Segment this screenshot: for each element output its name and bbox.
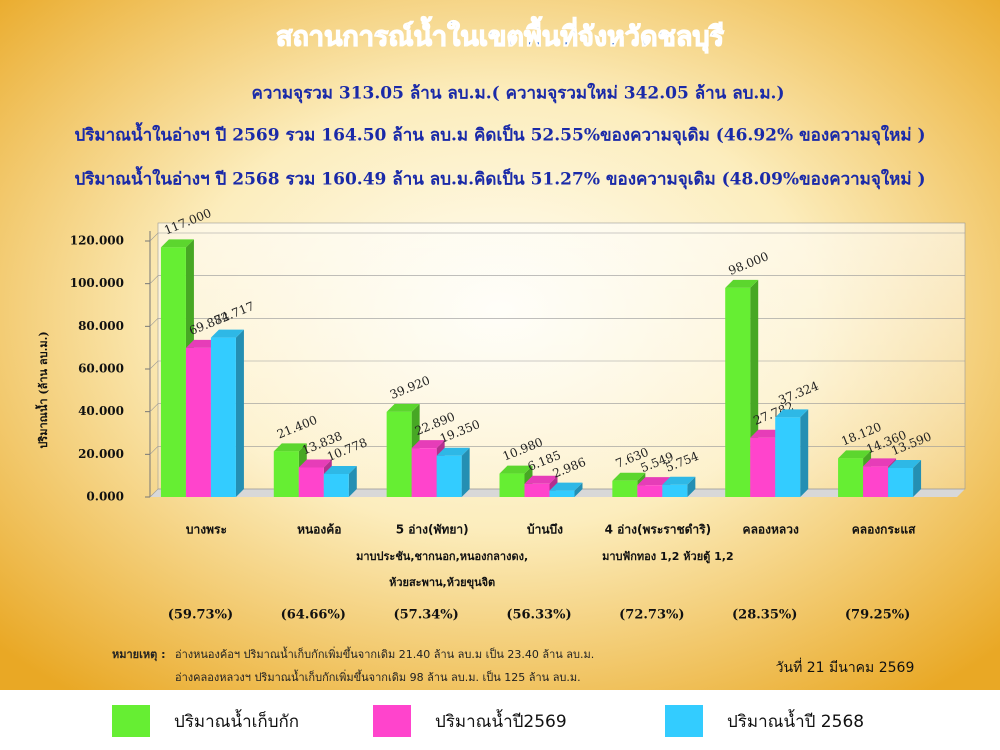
x-tick-sublabel: มาบฟักทอง 1,2 ห้วยตู้ 1,2	[602, 550, 734, 564]
y-tick-label: 80.000	[78, 319, 124, 333]
note: อ่างหนองค้อฯ ปริมาณน้ำเก็บกักเพิ่มขึ้นจา…	[175, 646, 594, 661]
bar-top	[160, 239, 194, 248]
percentage-label: (64.66%)	[281, 608, 346, 623]
bar-top	[386, 403, 420, 412]
bar-top	[838, 450, 872, 459]
note-label: หมายเหตุ :	[112, 648, 166, 662]
bar-top	[499, 465, 533, 474]
x-tick-sublabel: มาบประชัน,ชากนอก,หนองกลางดง,	[356, 550, 528, 563]
x-tick-label: 4 อ่าง(พระราชดำริ)	[605, 523, 711, 537]
y-tick-label: 0.000	[86, 490, 124, 504]
date: วันที่ 21 มีนาคม 2569	[776, 658, 915, 676]
y-tick-label: 60.000	[78, 362, 124, 376]
bar	[436, 455, 462, 497]
bar-side	[348, 466, 357, 497]
y-tick-label: 40.000	[78, 404, 124, 418]
bar-top	[775, 409, 809, 418]
y-tick-label: 100.000	[70, 276, 124, 290]
bar-top	[612, 472, 646, 481]
subtitle: ปริมาณน้ำในอ่างฯ ปี 2569 รวม 164.50 ล้าน…	[75, 122, 926, 146]
bar-side	[235, 329, 244, 497]
grid-line	[149, 403, 965, 412]
x-tick-label: หนองค้อ	[297, 523, 341, 537]
bar	[863, 466, 889, 497]
bar-side	[574, 482, 583, 497]
x-tick-label: คลองกระแส	[852, 523, 916, 537]
bar-top	[725, 279, 759, 288]
percentage-label: (56.33%)	[506, 608, 571, 623]
percentage-label: (57.34%)	[393, 608, 458, 623]
bar	[185, 347, 211, 497]
chart-title: สถานการณ์น้ำในเขตพื้นที่จังหวัดชลบุรี	[276, 16, 725, 54]
subtitle: ความจุรวม 313.05 ล้าน ลบ.ม.( ความจุรวมให…	[251, 83, 784, 104]
bar-top	[323, 466, 357, 475]
bar-top	[436, 447, 470, 456]
percentage-label: (79.25%)	[845, 608, 910, 623]
bar-top	[298, 459, 332, 468]
bar	[775, 417, 801, 497]
bar	[298, 467, 324, 497]
legend-label: ปริมาณน้ำปี2569	[435, 709, 567, 732]
bar-side	[800, 409, 809, 497]
bar	[549, 490, 575, 497]
bar-side	[687, 476, 696, 497]
bar	[210, 337, 236, 497]
bar-top	[888, 460, 922, 469]
bar-top	[637, 477, 671, 486]
x-tick-label: บางพระ	[186, 523, 227, 537]
legend-label: ปริมาณน้ำปี 2568	[727, 709, 864, 732]
bar	[499, 473, 525, 497]
bar	[637, 485, 663, 497]
bar-top	[750, 429, 784, 438]
bar	[524, 483, 550, 497]
legend-label: ปริมาณน้ำเก็บกัก	[174, 709, 299, 732]
bar-top	[662, 476, 696, 485]
grid-line	[149, 318, 965, 327]
bar	[273, 451, 299, 497]
subtitle: ปริมาณน้ำในอ่างฯ ปี 2568 รวม 160.49 ล้าน…	[75, 166, 926, 190]
percentage-label: (59.73%)	[168, 608, 233, 623]
grid-line	[149, 275, 965, 284]
x-tick-label: บ้านบึง	[527, 523, 563, 537]
grid-line	[149, 488, 965, 498]
x-tick-label: 5 อ่าง(พัทยา)	[396, 523, 469, 537]
bar	[888, 468, 914, 497]
grid-line	[149, 360, 965, 370]
bar-top	[185, 339, 219, 348]
bar	[411, 448, 437, 497]
percentage-label: (72.73%)	[619, 608, 684, 623]
percentage-label: (28.35%)	[732, 608, 797, 623]
legend-swatch	[112, 705, 150, 737]
y-tick-label: 20.000	[78, 447, 124, 461]
bar	[386, 411, 412, 497]
legend-panel	[0, 690, 1000, 750]
y-axis-label: ปริมาณน้ำ (ล้าน ลบ.ม.)	[35, 331, 50, 448]
bar-top	[524, 475, 558, 484]
grid-line	[149, 232, 965, 242]
bar	[160, 247, 186, 497]
bar	[323, 474, 349, 497]
bar	[838, 458, 864, 497]
bar-top	[273, 443, 307, 452]
y-tick-label: 120.000	[70, 234, 124, 248]
bar-top	[411, 440, 445, 449]
bar-top	[549, 482, 583, 491]
x-tick-label: คลองหลวง	[743, 523, 799, 537]
x-tick-sublabel: ห้วยสะพาน,ห้วยขุนจิต	[389, 576, 495, 590]
bar	[662, 484, 688, 497]
grid-line	[149, 446, 965, 455]
bar	[612, 480, 638, 497]
bar	[725, 287, 751, 497]
bar-side	[461, 447, 470, 497]
bar-top	[210, 329, 244, 338]
bar	[750, 437, 776, 497]
legend-swatch	[373, 705, 411, 737]
note: อ่างคลองหลวงฯ ปริมาณน้ำเก็บกักเพิ่มขึ้นจ…	[175, 669, 581, 684]
bar-side	[913, 460, 922, 497]
legend-swatch	[665, 705, 703, 737]
bar-top	[863, 458, 897, 467]
